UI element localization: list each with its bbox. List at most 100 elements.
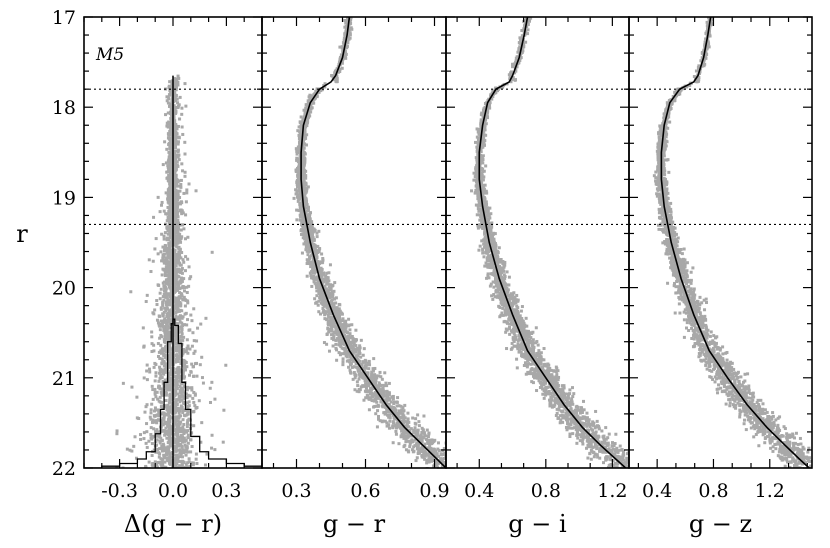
scatter-point <box>303 204 307 208</box>
scatter-point <box>187 417 191 421</box>
scatter-point <box>185 290 189 294</box>
scatter-point <box>401 406 405 410</box>
scatter-point <box>145 378 149 382</box>
scatter-point <box>344 323 348 327</box>
scatter-point <box>170 111 174 115</box>
scatter-point <box>403 443 407 447</box>
scatter-point <box>166 403 170 407</box>
scatter-point <box>298 203 302 207</box>
scatter-point <box>460 464 463 467</box>
scatter-point <box>208 386 212 390</box>
scatter-point <box>189 275 193 279</box>
scatter-point <box>337 335 341 339</box>
scatter-point <box>370 386 374 390</box>
scatter-point <box>180 426 184 430</box>
scatter-point <box>321 258 325 262</box>
scatter-point <box>159 287 163 291</box>
scatter-point <box>174 410 178 414</box>
scatter-point <box>161 163 165 167</box>
scatter-point <box>166 333 170 337</box>
scatter-point <box>180 212 184 216</box>
scatter-point <box>183 237 187 241</box>
scatter-point <box>423 442 427 446</box>
scatter-point <box>154 374 158 378</box>
scatter-point <box>178 95 182 99</box>
scatter-point <box>415 442 419 446</box>
scatter-point <box>169 396 173 400</box>
scatter-point <box>366 394 370 398</box>
scatter-point <box>338 338 342 342</box>
scatter-point <box>341 317 345 321</box>
scatter-point <box>167 157 171 161</box>
scatter-point <box>329 287 333 291</box>
scatter-point <box>428 459 432 463</box>
scatter-point <box>183 140 187 144</box>
scatter-point <box>172 113 176 117</box>
scatter-point <box>321 280 325 284</box>
scatter-point <box>351 377 355 381</box>
scatter-point <box>382 398 386 402</box>
scatter-point <box>165 329 169 333</box>
scatter-point <box>130 449 134 453</box>
scatter-point <box>157 414 161 418</box>
scatter-point <box>179 178 183 182</box>
scatter-point <box>180 327 184 331</box>
scatter-point <box>185 385 189 389</box>
scatter-point <box>192 400 196 404</box>
scatter-point <box>162 234 166 238</box>
scatter-point <box>350 350 354 354</box>
scatter-point <box>164 300 168 304</box>
scatter-point <box>308 217 312 221</box>
scatter-point <box>391 397 395 401</box>
scatter-point <box>174 334 178 338</box>
scatter-point <box>178 196 182 200</box>
scatter-point <box>186 407 190 411</box>
scatter-point <box>162 444 166 448</box>
scatter-point <box>167 383 171 387</box>
scatter-point <box>423 449 427 453</box>
scatter-point <box>176 150 180 154</box>
scatter-point <box>173 248 177 252</box>
scatter-point <box>436 471 439 474</box>
scatter-point <box>135 395 139 399</box>
scatter-point <box>366 374 370 378</box>
scatter-point <box>163 378 167 382</box>
scatter-point <box>168 264 172 268</box>
scatter-point <box>181 411 185 415</box>
scatter-point <box>196 326 200 330</box>
scatter-point <box>169 128 173 132</box>
scatter-point <box>397 409 401 413</box>
scatter-point <box>445 474 448 477</box>
scatter-point <box>166 265 170 269</box>
scatter-point <box>145 430 149 434</box>
scatter-point <box>348 346 352 350</box>
scatter-point <box>157 451 161 455</box>
scatter-point <box>442 474 445 477</box>
scatter-point <box>166 311 170 315</box>
scatter-point <box>176 309 180 313</box>
scatter-point <box>307 258 311 262</box>
scatter-point <box>180 106 184 110</box>
scatter-point <box>301 119 305 123</box>
scatter-point <box>170 231 174 235</box>
scatter-point <box>406 439 410 443</box>
scatter-point <box>305 187 309 191</box>
scatter-point <box>174 188 178 192</box>
scatter-point <box>407 450 411 454</box>
scatter-point <box>168 295 172 299</box>
scatter-point <box>167 176 171 180</box>
scatter-point <box>161 404 165 408</box>
scatter-point <box>162 372 166 376</box>
scatter-point <box>162 446 166 450</box>
scatter-point <box>442 460 446 464</box>
scatter-point <box>191 374 195 378</box>
scatter-point <box>165 121 169 125</box>
scatter-point <box>367 359 371 363</box>
scatter-point <box>377 394 381 398</box>
scatter-point <box>153 387 157 391</box>
scatter-point <box>164 212 168 216</box>
scatter-point <box>375 404 379 408</box>
scatter-point <box>149 433 153 437</box>
scatter-point <box>173 236 177 240</box>
scatter-point <box>326 327 330 331</box>
